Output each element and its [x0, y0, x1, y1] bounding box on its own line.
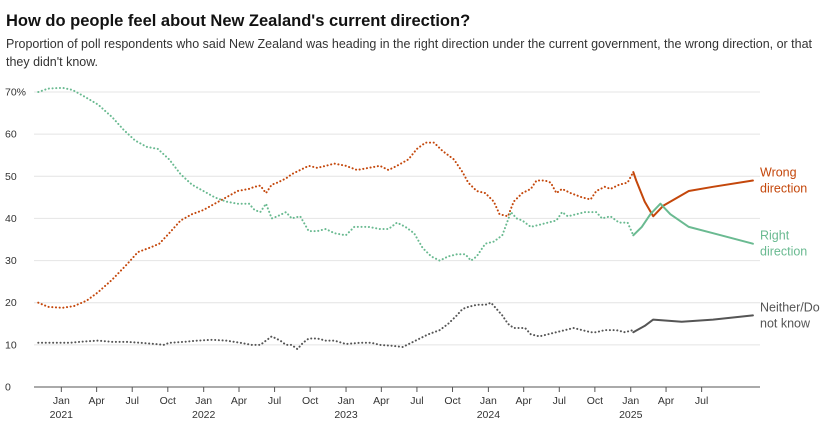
- x-tick-month: Jan: [622, 395, 639, 407]
- series-label-neither-do-not-know: Neither/Do not know: [760, 300, 820, 330]
- series-label-line: Right: [760, 229, 790, 243]
- series-line-right-direction-current-government: [632, 202, 754, 245]
- x-tick-month: Jan: [53, 395, 70, 407]
- x-tick-month: Oct: [160, 395, 176, 407]
- x-tick-month: Jan: [195, 395, 212, 407]
- series-lines: [37, 86, 754, 351]
- x-tick-month: Jul: [695, 395, 708, 407]
- x-tick-month: Oct: [587, 395, 603, 407]
- x-tick-year: 2021: [50, 409, 74, 421]
- x-tick-month: Jan: [338, 395, 355, 407]
- x-tick-month: Apr: [658, 395, 675, 407]
- y-tick-label: 60: [5, 129, 17, 141]
- x-tick-year: 2023: [334, 409, 358, 421]
- x-tick-year: 2022: [192, 409, 216, 421]
- series-label-line: not know: [760, 316, 811, 330]
- y-tick-label: 50: [5, 171, 17, 183]
- series-labels: Wrong direction Right direction Neither/Do no…: [760, 166, 820, 331]
- x-axis: Jan 2021 Apr Jul Oct Jan 2022 Apr Jul Oct Jan 2023 A…: [34, 386, 760, 421]
- series-label-line: Wrong: [760, 166, 797, 180]
- y-tick-label: 20: [5, 297, 17, 309]
- x-tick-month: Oct: [444, 395, 460, 407]
- x-tick-month: Oct: [302, 395, 318, 407]
- x-tick-month: Apr: [516, 395, 533, 407]
- x-tick-year: 2025: [619, 409, 643, 421]
- y-tick-label: 0: [5, 382, 11, 394]
- x-tick-month: Apr: [373, 395, 390, 407]
- x-tick-month: Jul: [553, 395, 566, 407]
- chart-title: How do people feel about New Zealand's c…: [6, 12, 471, 30]
- x-tick-month: Apr: [231, 395, 248, 407]
- y-tick-label: 10: [5, 339, 17, 351]
- series-label-wrong-direction: Wrong direction: [760, 166, 807, 196]
- x-tick-month: Apr: [88, 395, 105, 407]
- series-line-neither-do-not-know-current-government: [632, 314, 754, 334]
- y-tick-label: 30: [5, 255, 17, 267]
- series-label-right-direction: Right direction: [760, 229, 807, 259]
- series-line-wrong-direction-previous-government: [37, 141, 635, 309]
- x-tick-month: Jan: [480, 395, 497, 407]
- series-label-line: direction: [760, 182, 807, 196]
- y-axis: 0 10 20 30 40 50 60 70%: [5, 87, 26, 394]
- x-tick-month: Jul: [126, 395, 139, 407]
- gridlines: [34, 91, 760, 346]
- series-line-right-direction-previous-government: [37, 86, 635, 262]
- series-line-neither-do-not-know-previous-government: [37, 301, 635, 351]
- series-line-wrong-direction-current-government: [632, 171, 754, 218]
- chart-subtitle: Proportion of poll respondents who said …: [6, 37, 813, 69]
- series-label-line: Neither/Do: [760, 300, 820, 314]
- series-label-line: direction: [760, 245, 807, 259]
- y-tick-label: 40: [5, 213, 17, 225]
- x-tick-year: 2024: [477, 409, 501, 421]
- y-tick-label: 70%: [5, 87, 26, 99]
- x-tick-month: Jul: [410, 395, 423, 407]
- x-tick-month: Jul: [268, 395, 281, 407]
